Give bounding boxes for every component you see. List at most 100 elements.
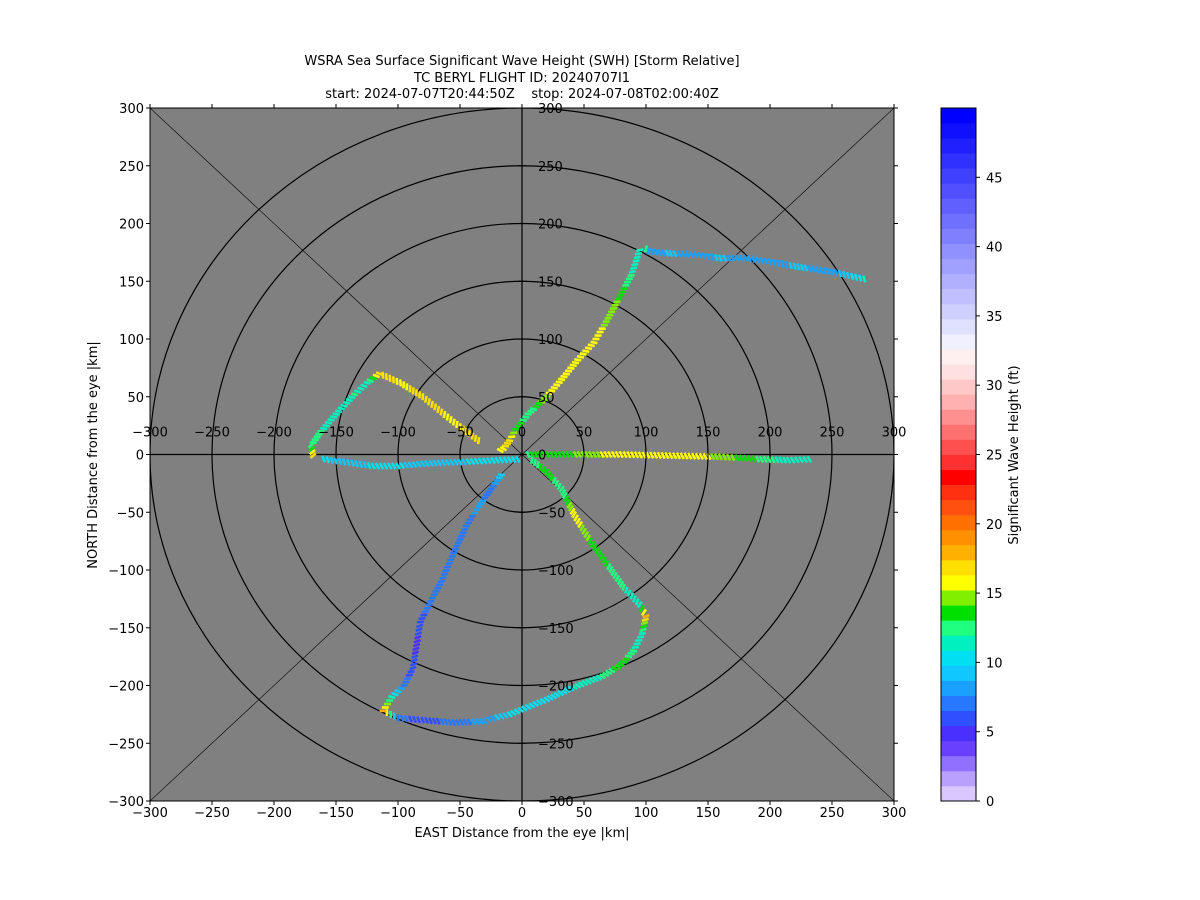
y-tick-label: −200 [108, 680, 144, 695]
swh-observation-mark [573, 514, 580, 522]
swh-observation-mark [448, 415, 453, 424]
swh-observation-mark [664, 451, 670, 460]
y-tick-label-center: 50 [538, 391, 555, 406]
swh-observation-mark [461, 458, 468, 466]
colorbar-band [941, 605, 976, 621]
swh-observation-mark [308, 445, 316, 452]
swh-observation-mark [602, 671, 610, 678]
swh-observation-mark [337, 457, 343, 466]
swh-observation-mark [411, 650, 420, 656]
swh-observation-mark [595, 674, 603, 681]
swh-observation-mark [610, 450, 617, 459]
swh-observation-mark [611, 665, 619, 672]
swh-observation-mark [853, 273, 859, 281]
y-tick-label: 200 [119, 218, 144, 233]
swh-observation-mark [713, 253, 719, 262]
swh-observation-mark [818, 266, 824, 275]
swh-observation-mark [829, 268, 835, 276]
swh-observation-mark [505, 439, 514, 443]
colorbar-band [941, 635, 976, 651]
swh-observation-mark [464, 427, 468, 436]
swh-observation-mark [409, 661, 418, 667]
swh-observation-mark [589, 540, 596, 549]
swh-observation-mark [583, 450, 590, 459]
colorbar-band [941, 650, 976, 666]
swh-observation-mark [404, 677, 412, 681]
swh-observation-mark [601, 556, 607, 564]
swh-observation-mark [519, 418, 527, 422]
swh-observation-mark [415, 460, 422, 468]
swh-observation-mark [321, 455, 327, 463]
swh-observation-mark [403, 461, 410, 469]
swh-observation-mark [407, 670, 415, 674]
swh-observation-mark [418, 616, 426, 621]
colorbar-band [941, 318, 976, 335]
swh-observation-mark [451, 547, 459, 551]
swh-observation-mark [378, 462, 385, 470]
swh-observation-mark [529, 450, 536, 459]
swh-observation-mark [423, 606, 431, 610]
swh-observation-mark [370, 462, 377, 470]
swh-observation-mark [439, 408, 444, 416]
x-tick-label: 50 [576, 806, 593, 821]
colorbar-band [941, 228, 976, 244]
swh-observation-mark [412, 642, 421, 648]
chart-time-range: start: 2024-07-07T20:44:50Z stop: 2024-0… [325, 87, 719, 102]
x-tick-label-center: 250 [820, 426, 845, 441]
swh-observation-mark [439, 717, 445, 726]
x-tick-label-center: 0 [518, 426, 526, 441]
swh-observation-mark [473, 457, 480, 465]
swh-observation-mark [603, 559, 610, 568]
swh-observation-mark [502, 711, 509, 719]
swh-observation-mark [475, 504, 483, 508]
swh-observation-mark [533, 450, 539, 459]
swh-observation-mark [572, 450, 579, 459]
swh-observation-mark [775, 259, 781, 267]
x-axis-label: EAST Distance from the eye |km| [414, 826, 629, 841]
swh-observation-mark [634, 251, 643, 256]
swh-observation-mark [660, 451, 666, 460]
swh-observation-mark [532, 700, 540, 708]
colorbar-band [941, 590, 976, 606]
swh-observation-mark [315, 432, 323, 436]
swh-observation-mark [646, 247, 651, 255]
swh-observation-mark [372, 373, 381, 379]
swh-observation-mark [635, 638, 643, 642]
y-tick-label: 150 [119, 275, 144, 290]
swh-observation-mark [568, 450, 575, 459]
swh-observation-mark [409, 665, 417, 671]
swh-observation-mark [381, 371, 385, 379]
swh-observation-mark [610, 568, 616, 577]
swh-observation-mark [502, 456, 509, 464]
colorbar-band [941, 198, 976, 214]
y-tick-label: −300 [108, 795, 144, 810]
y-tick-label: 100 [119, 333, 144, 348]
swh-observation-mark [702, 452, 708, 461]
colorbar-band [941, 439, 976, 455]
swh-observation-mark [407, 715, 413, 723]
swh-observation-mark [564, 369, 573, 373]
swh-observation-mark [688, 250, 695, 259]
swh-observation-mark [822, 267, 828, 275]
colorbar-band [941, 695, 976, 712]
colorbar-band [941, 725, 976, 742]
swh-observation-mark [560, 488, 567, 496]
swh-observation-mark [485, 715, 493, 723]
swh-observation-mark [550, 693, 558, 700]
swh-observation-mark [411, 715, 418, 724]
swh-observation-mark [766, 455, 772, 464]
swh-observation-mark [362, 461, 368, 469]
swh-observation-mark [530, 456, 534, 464]
swh-observation-mark [528, 702, 536, 709]
swh-observation-mark [553, 691, 561, 698]
colorbar-band [941, 499, 976, 516]
swh-observation-mark [557, 377, 566, 382]
swh-observation-mark [692, 251, 699, 259]
colorbar-band [941, 153, 976, 169]
swh-observation-mark [447, 558, 455, 562]
x-tick-label-center: 200 [758, 426, 783, 441]
swh-observation-mark [746, 255, 752, 263]
swh-observation-mark [653, 248, 659, 256]
swh-observation-mark [569, 507, 576, 515]
